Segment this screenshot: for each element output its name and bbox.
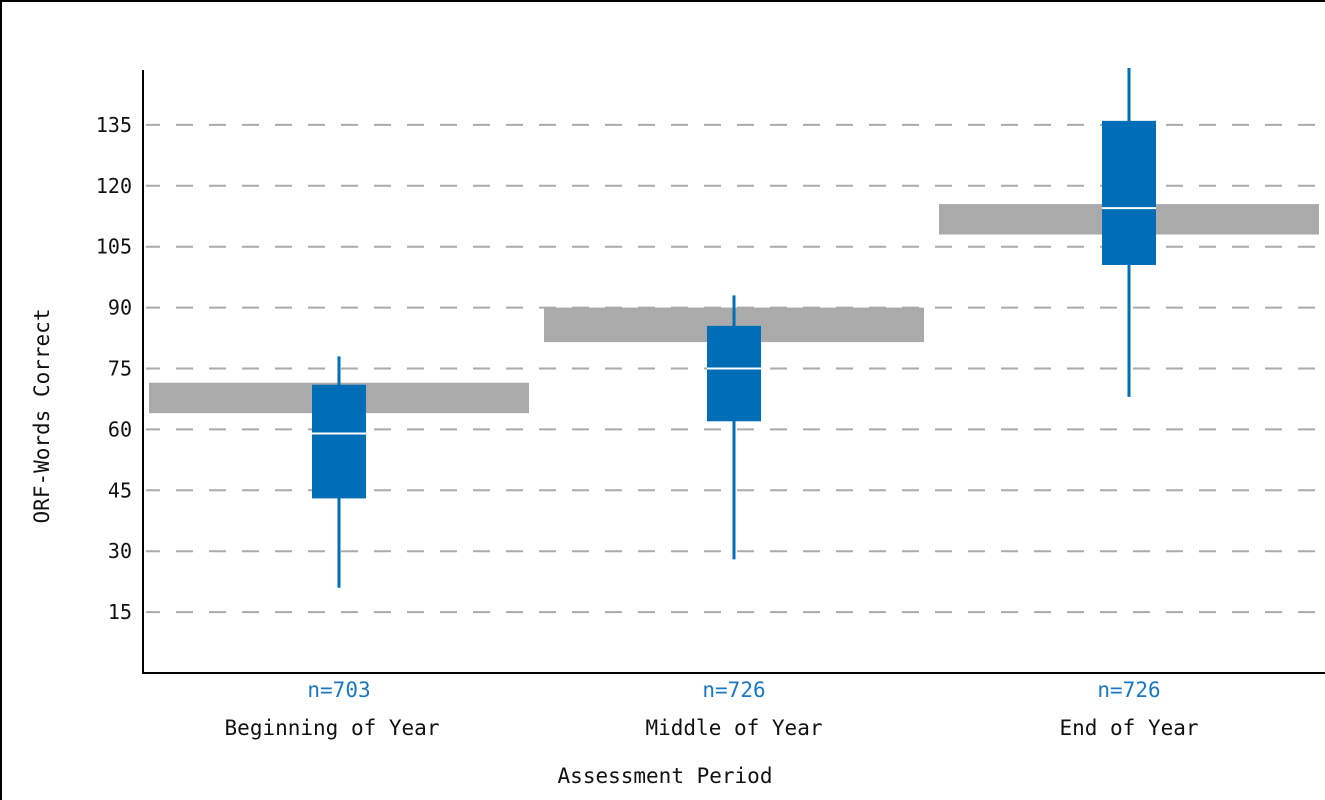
y-tick-90: 90 — [108, 296, 132, 320]
count-label-2: n=726 — [702, 678, 765, 702]
y-tick-135: 135 — [96, 113, 132, 137]
category-label-2: Middle of Year — [645, 716, 822, 740]
x-axis-title: Assessment Period — [558, 764, 773, 788]
y-tick-30: 30 — [108, 539, 132, 563]
y-tick-15: 15 — [108, 600, 132, 624]
count-label-3: n=726 — [1097, 678, 1160, 702]
x-category-labels: n=703 Beginning of Year n=726 Middle of Yea… — [225, 678, 1199, 740]
y-tick-105: 105 — [96, 235, 132, 259]
box-series — [312, 68, 1156, 588]
box-1 — [312, 384, 366, 499]
count-label-1: n=703 — [307, 678, 370, 702]
category-label-1: Beginning of Year — [225, 716, 440, 740]
y-tick-labels: 15 30 45 60 75 90 105 120 135 — [96, 113, 132, 624]
category-label-3: End of Year — [1059, 716, 1198, 740]
y-tick-60: 60 — [108, 417, 132, 441]
box-3 — [1102, 120, 1156, 265]
y-tick-120: 120 — [96, 174, 132, 198]
box-2 — [707, 325, 761, 422]
y-tick-45: 45 — [108, 478, 132, 502]
y-tick-75: 75 — [108, 357, 132, 381]
axes — [142, 70, 1325, 674]
y-axis-title: ORF-Words Correct — [30, 309, 54, 524]
